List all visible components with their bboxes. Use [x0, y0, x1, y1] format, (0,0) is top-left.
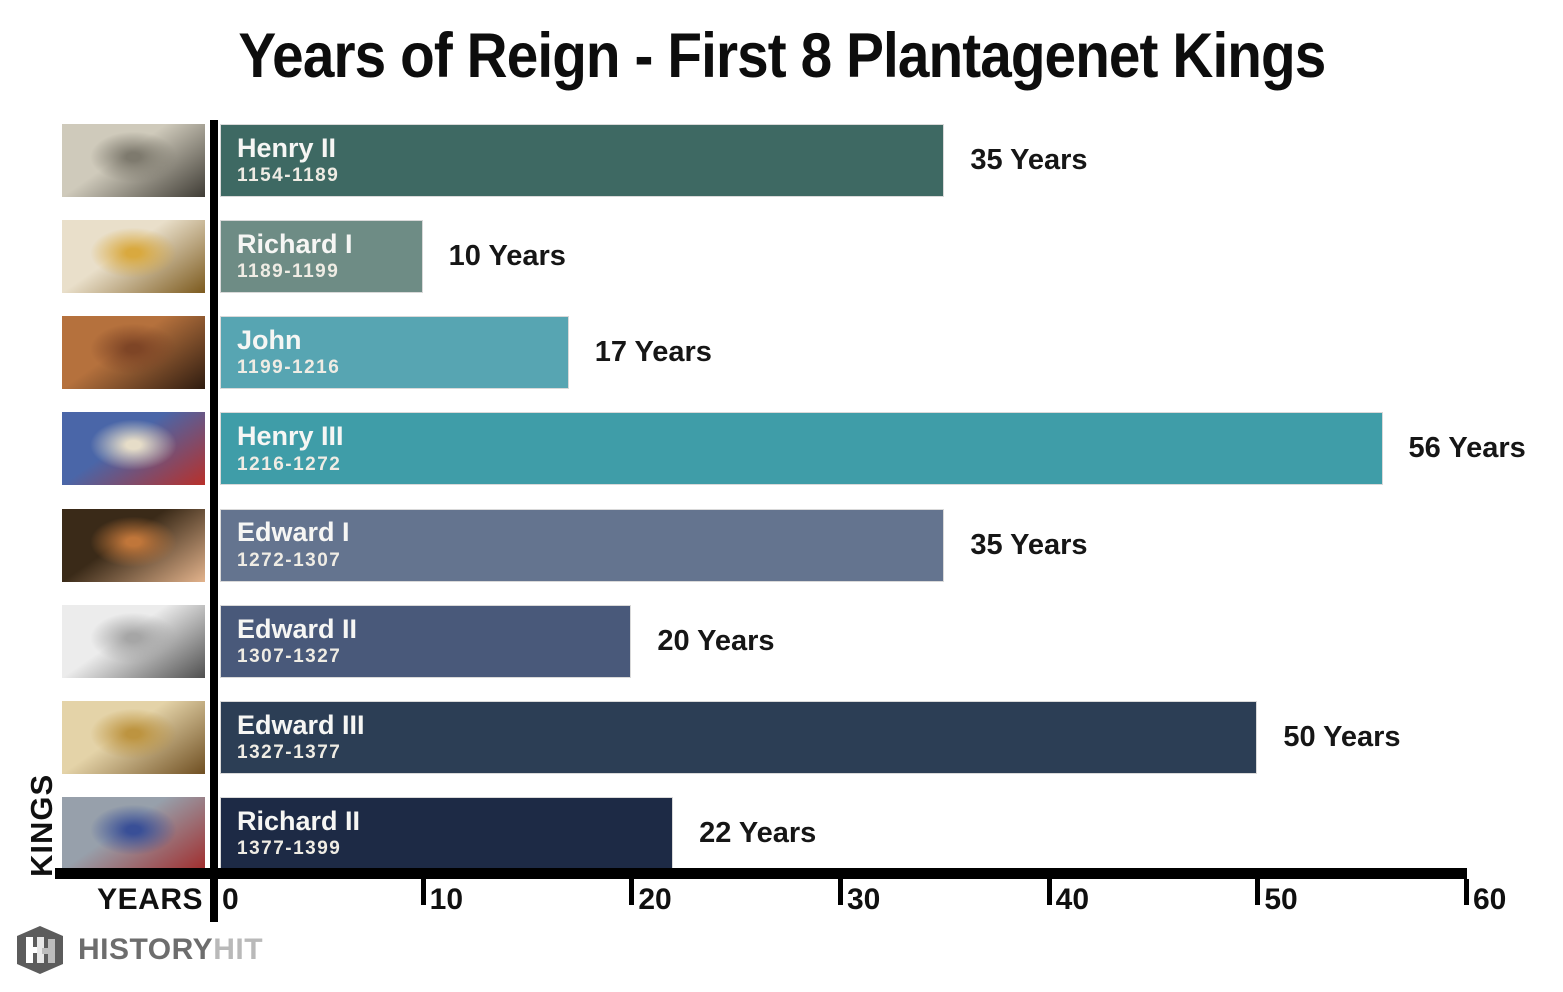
king-row: Richard II 1377-1399 22 Years: [0, 796, 1563, 870]
bar-wrap: John 1199-1216 17 Years: [220, 316, 1563, 390]
bar-rows: Henry II 1154-1189 35 Years Richard I 11…: [0, 124, 1563, 870]
historyhit-logo-icon: [17, 926, 63, 974]
reign-bar: Richard I 1189-1199: [220, 220, 423, 294]
king-row: Edward II 1307-1327 20 Years: [0, 604, 1563, 678]
portrait-image: [62, 604, 205, 678]
y-axis-line: [210, 120, 218, 922]
years-value-label: 22 Years: [699, 816, 817, 849]
years-value-label: 35 Years: [970, 144, 1088, 176]
bar-wrap: Henry II 1154-1189 35 Years: [220, 124, 1563, 197]
king-name: Henry III: [237, 421, 344, 452]
years-value-label: 17 Years: [594, 336, 712, 369]
years-value-label: 50 Years: [1283, 720, 1401, 753]
bar-wrap: Edward III 1327-1377 50 Years: [220, 700, 1563, 774]
logo-text-history: HISTORY: [78, 933, 214, 966]
reign-dates: 1216-1272: [237, 453, 342, 475]
years-value-label: 35 Years: [970, 528, 1088, 561]
years-value-label: 20 Years: [657, 624, 775, 657]
bar-wrap: Henry III 1216-1272 56 Years: [220, 412, 1563, 486]
reign-dates: 1377-1399: [237, 838, 342, 860]
reign-bar: Henry II 1154-1189: [220, 124, 945, 197]
reign-bar: Edward III 1327-1377: [220, 700, 1258, 774]
reign-bar: John 1199-1216: [220, 316, 569, 390]
x-tick-label: 50: [1264, 883, 1298, 916]
chart-title: Years of Reign - First 8 Plantagenet Kin…: [0, 20, 1563, 92]
x-tick-label: 20: [638, 883, 672, 916]
x-tick-label: 30: [847, 883, 881, 916]
portrait-image: [62, 796, 205, 870]
years-value-label: 10 Years: [448, 240, 566, 273]
years-value-label: 56 Years: [1408, 432, 1526, 465]
portrait-image: [62, 316, 205, 390]
x-tick-mark: [629, 879, 635, 905]
y-axis-title: KINGS: [24, 773, 59, 877]
logo-text-hit: HIT: [213, 933, 264, 966]
reign-dates: 1307-1327: [237, 645, 342, 667]
x-axis-line: [55, 868, 1467, 879]
x-tick-label: 10: [429, 883, 464, 916]
reign-dates: 1154-1189: [237, 165, 340, 187]
reign-dates: 1272-1307: [237, 549, 342, 571]
reign-bar: Richard II 1377-1399: [220, 796, 674, 870]
bar-wrap: Richard I 1189-1199 10 Years: [220, 220, 1563, 294]
x-tick-label: 40: [1055, 883, 1090, 916]
king-row: Henry II 1154-1189 35 Years: [0, 124, 1563, 197]
portrait-image: [62, 220, 205, 294]
portrait-image: [62, 508, 205, 582]
king-row: Edward I 1272-1307 35 Years: [0, 508, 1563, 582]
reign-bar: Edward I 1272-1307: [220, 508, 945, 582]
portrait-image: [62, 124, 205, 197]
x-axis-title: YEARS: [97, 883, 203, 916]
reign-bar: Edward II 1307-1327: [220, 604, 632, 678]
portrait-image: [62, 412, 205, 486]
historyhit-logo-text: HISTORYHIT: [78, 933, 263, 967]
x-tick-mark: [1464, 879, 1469, 905]
historyhit-logo: HISTORYHIT: [17, 926, 263, 974]
x-tick-mark: [1046, 879, 1052, 905]
x-tick-mark: [420, 879, 426, 905]
reign-dates: 1327-1377: [237, 742, 342, 764]
king-name: Richard I: [237, 228, 353, 259]
king-name: Edward III: [237, 709, 365, 740]
reign-dates: 1199-1216: [237, 357, 341, 379]
bar-wrap: Edward II 1307-1327 20 Years: [220, 604, 1563, 678]
king-name: Henry II: [237, 132, 337, 163]
king-row: Richard I 1189-1199 10 Years: [0, 220, 1563, 294]
bar-wrap: Edward I 1272-1307 35 Years: [220, 508, 1563, 582]
king-name: Richard II: [237, 805, 361, 836]
king-row: Edward III 1327-1377 50 Years: [0, 700, 1563, 774]
reign-dates: 1189-1199: [237, 261, 340, 283]
bar-wrap: Richard II 1377-1399 22 Years: [220, 796, 1563, 870]
king-name: Edward II: [237, 613, 358, 644]
king-row: Henry III 1216-1272 56 Years: [0, 412, 1563, 486]
x-tick-mark: [1255, 879, 1261, 905]
chart-title-text: Years of Reign - First 8 Plantagenet Kin…: [237, 21, 1326, 91]
king-name: Edward I: [237, 517, 350, 548]
king-row: John 1199-1216 17 Years: [0, 316, 1563, 390]
reign-bar: Henry III 1216-1272: [220, 412, 1383, 486]
x-tick-mark: [838, 879, 843, 905]
portrait-image: [62, 700, 205, 774]
king-name: John: [237, 325, 302, 356]
x-tick-label: 0: [222, 883, 239, 916]
x-tick-label: 60: [1473, 883, 1507, 916]
